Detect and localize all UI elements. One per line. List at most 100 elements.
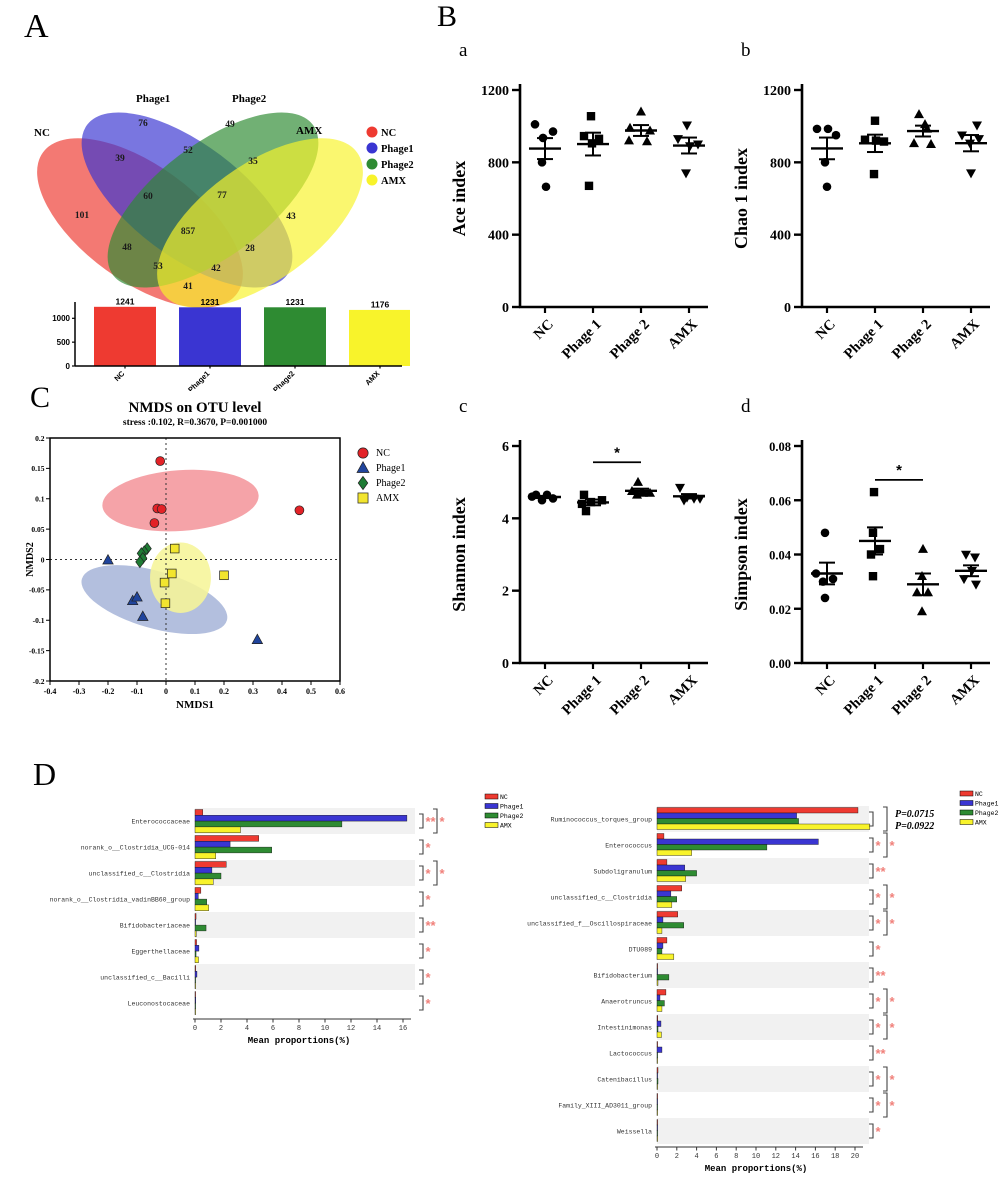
data-point: [909, 138, 919, 148]
bar-NC: [656, 885, 682, 892]
significance-star: *: [890, 1020, 896, 1035]
x-tick-label: 4: [245, 1025, 249, 1033]
data-point: [537, 158, 547, 167]
y-tick-label: 0: [502, 301, 509, 316]
total-bar-NC: [94, 306, 156, 366]
row-band: [195, 860, 415, 886]
y-tick-label: 0.06: [769, 494, 791, 508]
category-label: unclassified_c__Clostridia: [89, 870, 191, 877]
bar-Phage1: [656, 968, 658, 975]
category-label: Eggerthellaceae: [131, 948, 190, 955]
bar-Phage2: [656, 1026, 659, 1033]
y-axis-title: Shannon index: [449, 497, 469, 612]
bar-Phage2: [656, 844, 768, 851]
bar-value-label: 1241: [116, 296, 135, 306]
significance-bracket: [883, 1066, 888, 1092]
bar-AMX: [194, 956, 199, 963]
data-point: [131, 590, 143, 602]
data-point: [822, 182, 832, 192]
group-label: AMX: [947, 672, 983, 708]
x-tick-label: Phage1: [186, 369, 211, 391]
data-point: [642, 136, 652, 146]
data-point: [597, 496, 607, 505]
legend-label: NC: [376, 448, 390, 459]
significance-star: **: [426, 814, 437, 829]
bar-Phage2: [194, 1002, 196, 1010]
significance-bracket: [883, 806, 888, 832]
significance-star: *: [876, 838, 882, 853]
data-point: [917, 606, 927, 616]
panel-c-letter: C: [30, 381, 51, 414]
data-point: [926, 139, 936, 148]
legend-label: NC: [975, 791, 983, 798]
bar-Phage2: [194, 846, 272, 854]
bar-value-label: 1176: [371, 299, 390, 309]
legend-label: Phage1: [500, 803, 524, 810]
category-label: Catenibacillus: [597, 1076, 652, 1083]
data-point: [356, 460, 370, 473]
bar-AMX: [656, 1083, 658, 1090]
venn-region-count: 857: [181, 227, 196, 237]
subpanel-letter: c: [459, 396, 467, 417]
y-axis-title: Chao 1 index: [731, 148, 751, 249]
x-tick-label: 16: [811, 1153, 819, 1161]
significance-bracket: [419, 969, 424, 985]
category-label: Bifidobacteriaceae: [120, 922, 190, 929]
legend-swatch-Phage2: [959, 809, 974, 816]
row-band: [657, 910, 869, 936]
category-label: Intestinimonas: [597, 1024, 652, 1031]
bar-Phage1: [656, 942, 664, 949]
group-label: AMX: [947, 316, 983, 352]
category-label: Family_XIII_AD3011_group: [558, 1102, 652, 1109]
data-point: [918, 543, 928, 553]
bar-Phage2: [656, 948, 663, 955]
bar-Phage2: [656, 1078, 659, 1085]
data-point: [624, 135, 634, 145]
y-tick-label: -0.2: [33, 677, 45, 686]
bar-Phage2: [194, 976, 196, 984]
y-tick-label: 0.15: [31, 464, 44, 473]
significance-bracket: [419, 891, 424, 907]
category-label: Subdoligranulum: [593, 868, 652, 875]
bar-AMX: [194, 826, 241, 833]
venn-region-count: 53: [153, 262, 163, 272]
venn-region-count: 52: [183, 146, 193, 156]
significance-star: **: [426, 918, 437, 933]
bar-AMX: [656, 1057, 658, 1064]
legend-label: Phage1: [376, 463, 405, 474]
y-tick-label: 1200: [763, 84, 791, 99]
group-label: Phage 1: [559, 673, 605, 719]
category-label: norank_o__Clostridia_vadinBB60_group: [50, 896, 191, 903]
p-value-label: P=0.0715: [895, 809, 934, 820]
bar-Phage1: [656, 1124, 658, 1131]
significance-bracket: [869, 967, 874, 983]
significance-star: *: [890, 1072, 896, 1087]
significance-star: *: [890, 1098, 896, 1113]
bar-Phage1: [656, 890, 672, 897]
significance-bracket: [869, 993, 874, 1009]
venn-region-count: 49: [225, 120, 235, 130]
bar-AMX: [194, 878, 214, 885]
x-tick-label: AMX: [363, 369, 381, 387]
data-point: [922, 123, 932, 133]
data-point: [912, 587, 922, 597]
significance-bracket: [883, 988, 888, 1014]
significance-bracket: [883, 884, 888, 910]
x-tick-label: -0.3: [73, 687, 86, 696]
y-tick-label: 0.00: [769, 657, 791, 671]
significance-star: *: [876, 1072, 882, 1087]
bar-Phage1: [656, 1046, 663, 1053]
bar-value-label: 1231: [201, 297, 220, 307]
data-point: [831, 130, 841, 140]
x-tick-label: 10: [321, 1025, 329, 1033]
data-point: [627, 485, 637, 495]
data-point: [137, 610, 149, 621]
venn-region-count: 41: [183, 282, 193, 292]
significance-star: *: [426, 970, 432, 985]
data-point: [586, 497, 596, 507]
legend-swatch-Phage1: [959, 800, 974, 806]
venn-region-count: 48: [122, 243, 132, 253]
data-point: [682, 121, 692, 131]
category-label: unclassified_c__Bacilli: [100, 974, 190, 981]
